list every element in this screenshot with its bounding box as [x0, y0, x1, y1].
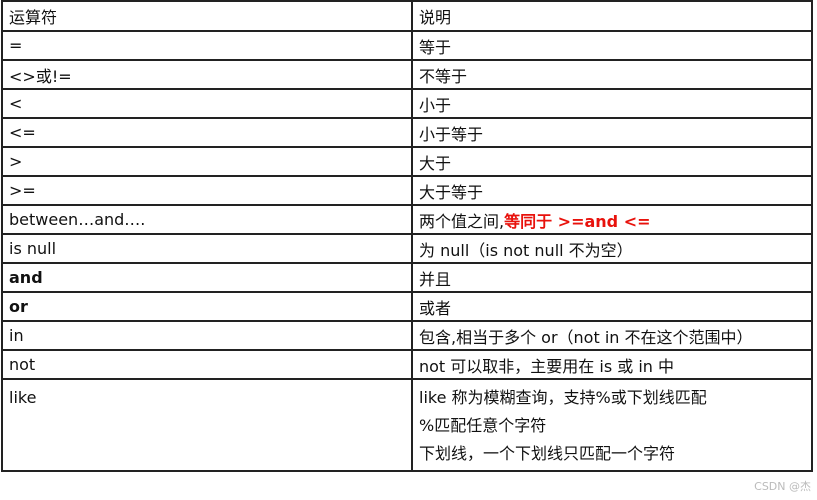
description-cell: 大于等于 [411, 175, 813, 206]
operator-cell: between…and…. [1, 204, 413, 235]
description-cell: 或者 [411, 291, 813, 322]
table-row: and 并且 [1, 262, 813, 293]
description-text: 两个值之间, [419, 211, 505, 231]
table-row: > 大于 [1, 146, 813, 177]
watermark: CSDN @杰 [754, 480, 811, 493]
table-row: between…and…. 两个值之间,等同于 >=and <= [1, 204, 813, 235]
operator-cell: not [1, 349, 413, 380]
operator-cell: is null [1, 233, 413, 264]
operator-cell: >= [1, 175, 413, 206]
operator-cell: or [1, 291, 413, 322]
operator-cell: and [1, 262, 413, 293]
description-line: 下划线，一个下划线只匹配一个字符 [419, 444, 676, 463]
description-cell: 小于 [411, 88, 813, 119]
table-row: or 或者 [1, 291, 813, 322]
description-cell: 两个值之间,等同于 >=and <= [411, 204, 813, 235]
operator-cell: like [1, 378, 413, 472]
operator-cell: in [1, 320, 413, 351]
table-row: not not 可以取非，主要用在 is 或 in 中 [1, 349, 813, 380]
operator-cell: > [1, 146, 413, 177]
description-line: like 称为模糊查询，支持%或下划线匹配 [419, 388, 707, 407]
operator-cell: < [1, 88, 413, 119]
table-row: <>或!= 不等于 [1, 59, 813, 90]
table-row: < 小于 [1, 88, 813, 119]
table-row: is null 为 null（is not null 不为空） [1, 233, 813, 264]
operators-table: 运算符 说明 = 等于 <>或!= 不等于 < 小于 <= 小于等于 > 大于 >= 大于等… [1, 0, 813, 472]
table-row: <= 小于等于 [1, 117, 813, 148]
description-cell: 等于 [411, 30, 813, 61]
header-operator: 运算符 [1, 0, 413, 32]
table-row: in 包含,相当于多个 or（not in 不在这个范围中） [1, 320, 813, 351]
header-description: 说明 [411, 0, 813, 32]
description-line: %匹配任意个字符 [419, 416, 547, 435]
table-row: >= 大于等于 [1, 175, 813, 206]
description-cell: 小于等于 [411, 117, 813, 148]
description-cell: 不等于 [411, 59, 813, 90]
description-cell: not 可以取非，主要用在 is 或 in 中 [411, 349, 813, 380]
operator-cell: = [1, 30, 413, 61]
operator-cell: <>或!= [1, 59, 413, 90]
operator-cell: <= [1, 117, 413, 148]
description-cell: 为 null（is not null 不为空） [411, 233, 813, 264]
table-header-row: 运算符 说明 [1, 0, 813, 32]
table-row: = 等于 [1, 30, 813, 61]
description-cell: 并且 [411, 262, 813, 293]
table-row: like like 称为模糊查询，支持%或下划线匹配 %匹配任意个字符 下划线，… [1, 378, 813, 472]
description-cell: like 称为模糊查询，支持%或下划线匹配 %匹配任意个字符 下划线，一个下划线… [411, 378, 813, 472]
description-cell: 大于 [411, 146, 813, 177]
description-cell: 包含,相当于多个 or（not in 不在这个范围中） [411, 320, 813, 351]
description-highlight: 等同于 >=and <= [504, 211, 651, 231]
